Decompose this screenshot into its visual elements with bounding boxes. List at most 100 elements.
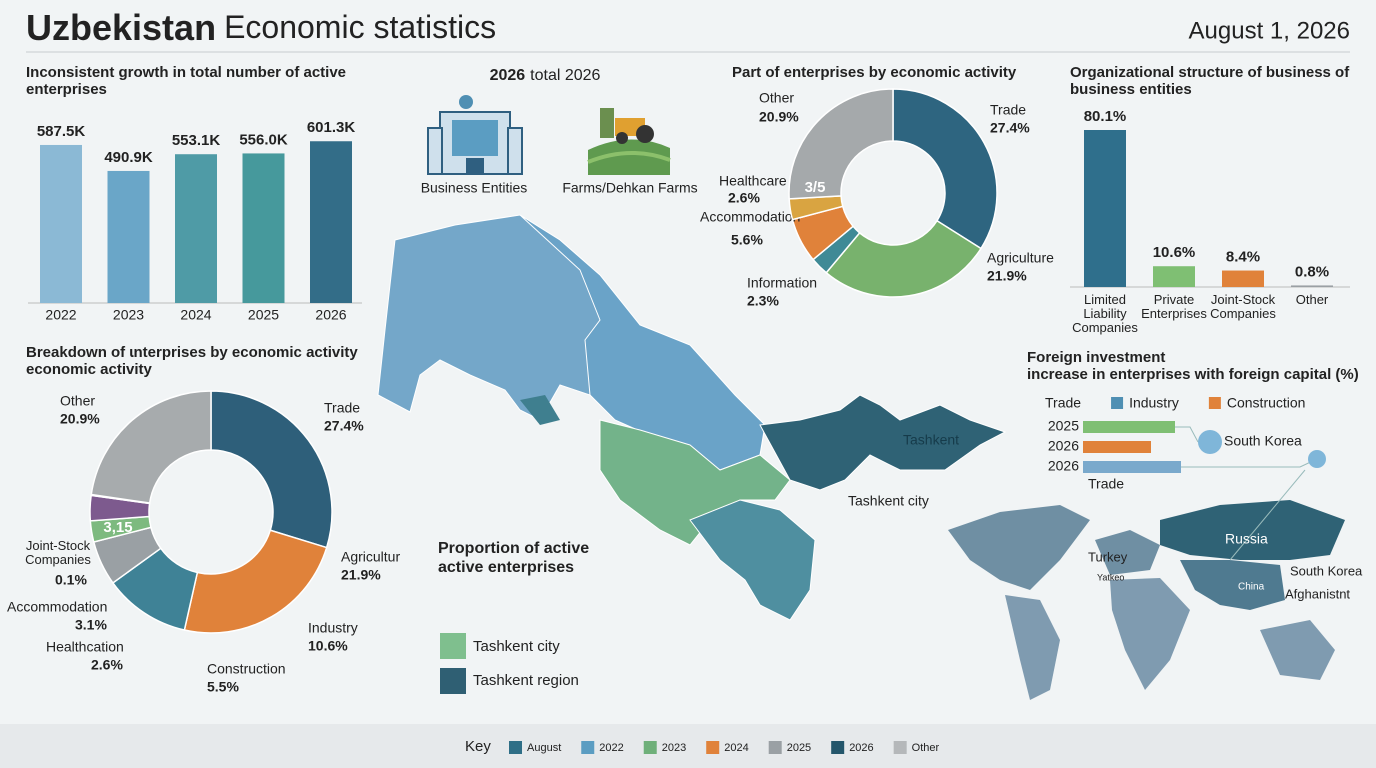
bar [40,144,82,303]
value-label: 0.1% [55,572,87,588]
marker [1198,430,1222,454]
summary-title: 2026 total 2026 [490,67,601,84]
key-band [0,724,1376,768]
key-label: 2025 [787,742,811,754]
value-label: 2.6% [728,190,760,206]
donut-segment [892,88,998,250]
value-label: 587.5K [37,123,86,140]
title-rest: Economic statistics [224,9,496,45]
y-tick-label: 2025 [1048,418,1079,434]
key-title: Key [465,738,491,755]
map-title: active enterprises [438,559,574,576]
summary-rest: total 2026 [530,67,600,84]
key-label: 2023 [662,742,686,754]
value-label: 8.4% [1226,249,1260,266]
value-label: 20.9% [60,411,100,427]
key-swatch [893,741,907,754]
key-swatch [509,741,522,754]
segment-label: Agriculture [987,250,1054,266]
x-tick-label: 2026 [315,307,346,323]
segment-label: Accommodation [700,209,800,225]
key-swatch [768,741,782,754]
summary-bold: 2026 [490,67,526,84]
key-label: 2026 [849,742,873,754]
x-tick-label-box: Limited Liability Companies [1072,293,1138,335]
legend-swatch [1111,397,1124,409]
value-label: 553.1K [172,132,221,149]
summary-item: Farms/Dehkan Farms [562,180,697,196]
donut-segment [90,390,212,504]
world-map [948,500,1345,700]
annotation: 3,15 [103,519,132,536]
x-tick-label: Other [1295,293,1329,307]
x-tick-label: Limited Liability Companies [1072,293,1138,335]
bar [1083,441,1151,453]
donut-segment [825,219,983,298]
chart-title: Organizational structure of business of [1070,64,1350,81]
bar [1084,130,1126,287]
legend-swatch [1208,397,1221,409]
map-label: Tashkent [903,432,959,448]
x-tick-label: 2022 [45,307,76,323]
map-title: Proportion of active [438,540,589,557]
legend-label: Tashkent city [473,638,560,655]
x-tick-label: Joint-Stock Companies [1210,293,1276,321]
value-label: 21.9% [341,567,381,583]
key-label: Other [912,742,940,754]
segment-label: Other [60,393,95,409]
summary-item: Business Entities [421,180,528,196]
annotation: South Korea [1224,433,1302,449]
key-label: August [527,742,561,754]
bar [310,141,352,303]
x-tick-label: 2023 [113,307,144,323]
world-label: China [1238,582,1265,593]
value-label: 21.9% [987,268,1027,284]
x-tick-label: Private Enterprises [1141,293,1207,321]
legend-swatch [440,668,466,694]
key-swatch [706,741,720,754]
world-label: Yatkeo [1097,572,1124,582]
x-tick-label-box: Private Enterprises [1141,293,1207,321]
value-label: 27.4% [324,418,364,434]
segment-label: Other [759,90,794,106]
bar [242,153,285,303]
segment-label: Accommodation [7,599,107,615]
map-label: Tashkent city [848,493,929,509]
world-label: Russia [1225,531,1268,547]
key-label: 2022 [599,742,623,754]
chart-title: economic activity [26,361,153,378]
key-label: 2024 [724,742,748,754]
x-tick-label-box: Joint-Stock Companies [1210,293,1276,321]
x-tick-label-box: Other [1295,293,1329,307]
donut-segment [183,529,328,634]
bar [107,170,150,303]
world-label: Turkey [1088,549,1128,564]
bar [1153,266,1195,287]
value-label: 5.5% [207,679,239,695]
bar [175,154,217,303]
value-label: 0.8% [1295,263,1329,280]
key-swatch [831,741,845,754]
donut-segment [788,88,894,200]
value-label: 10.6% [1153,244,1196,261]
segment-label: Trade [990,102,1026,118]
bar [1083,461,1181,473]
x-tick-label: 2024 [180,307,211,323]
value-label: 27.4% [990,120,1030,136]
marker [1308,450,1326,468]
chart-title: enterprises [26,81,107,98]
chart-title: Inconsistent growth in total number of a… [26,64,346,81]
segment-label: Trade [324,400,360,416]
key-swatch [581,741,595,754]
chart-title: Part of enterprises by economic activity [732,64,1017,81]
world-label: Afghanistnt [1285,586,1350,601]
value-label: 3.1% [75,617,107,633]
segment-label: Agricultur [341,549,400,565]
legend-label: Trade [1045,395,1081,411]
date: August 1, 2026 [1189,17,1350,44]
bar [1291,285,1333,287]
segment-label: Information [747,275,817,291]
legend-label: Construction [1227,395,1306,411]
value-label: 10.6% [308,638,348,654]
